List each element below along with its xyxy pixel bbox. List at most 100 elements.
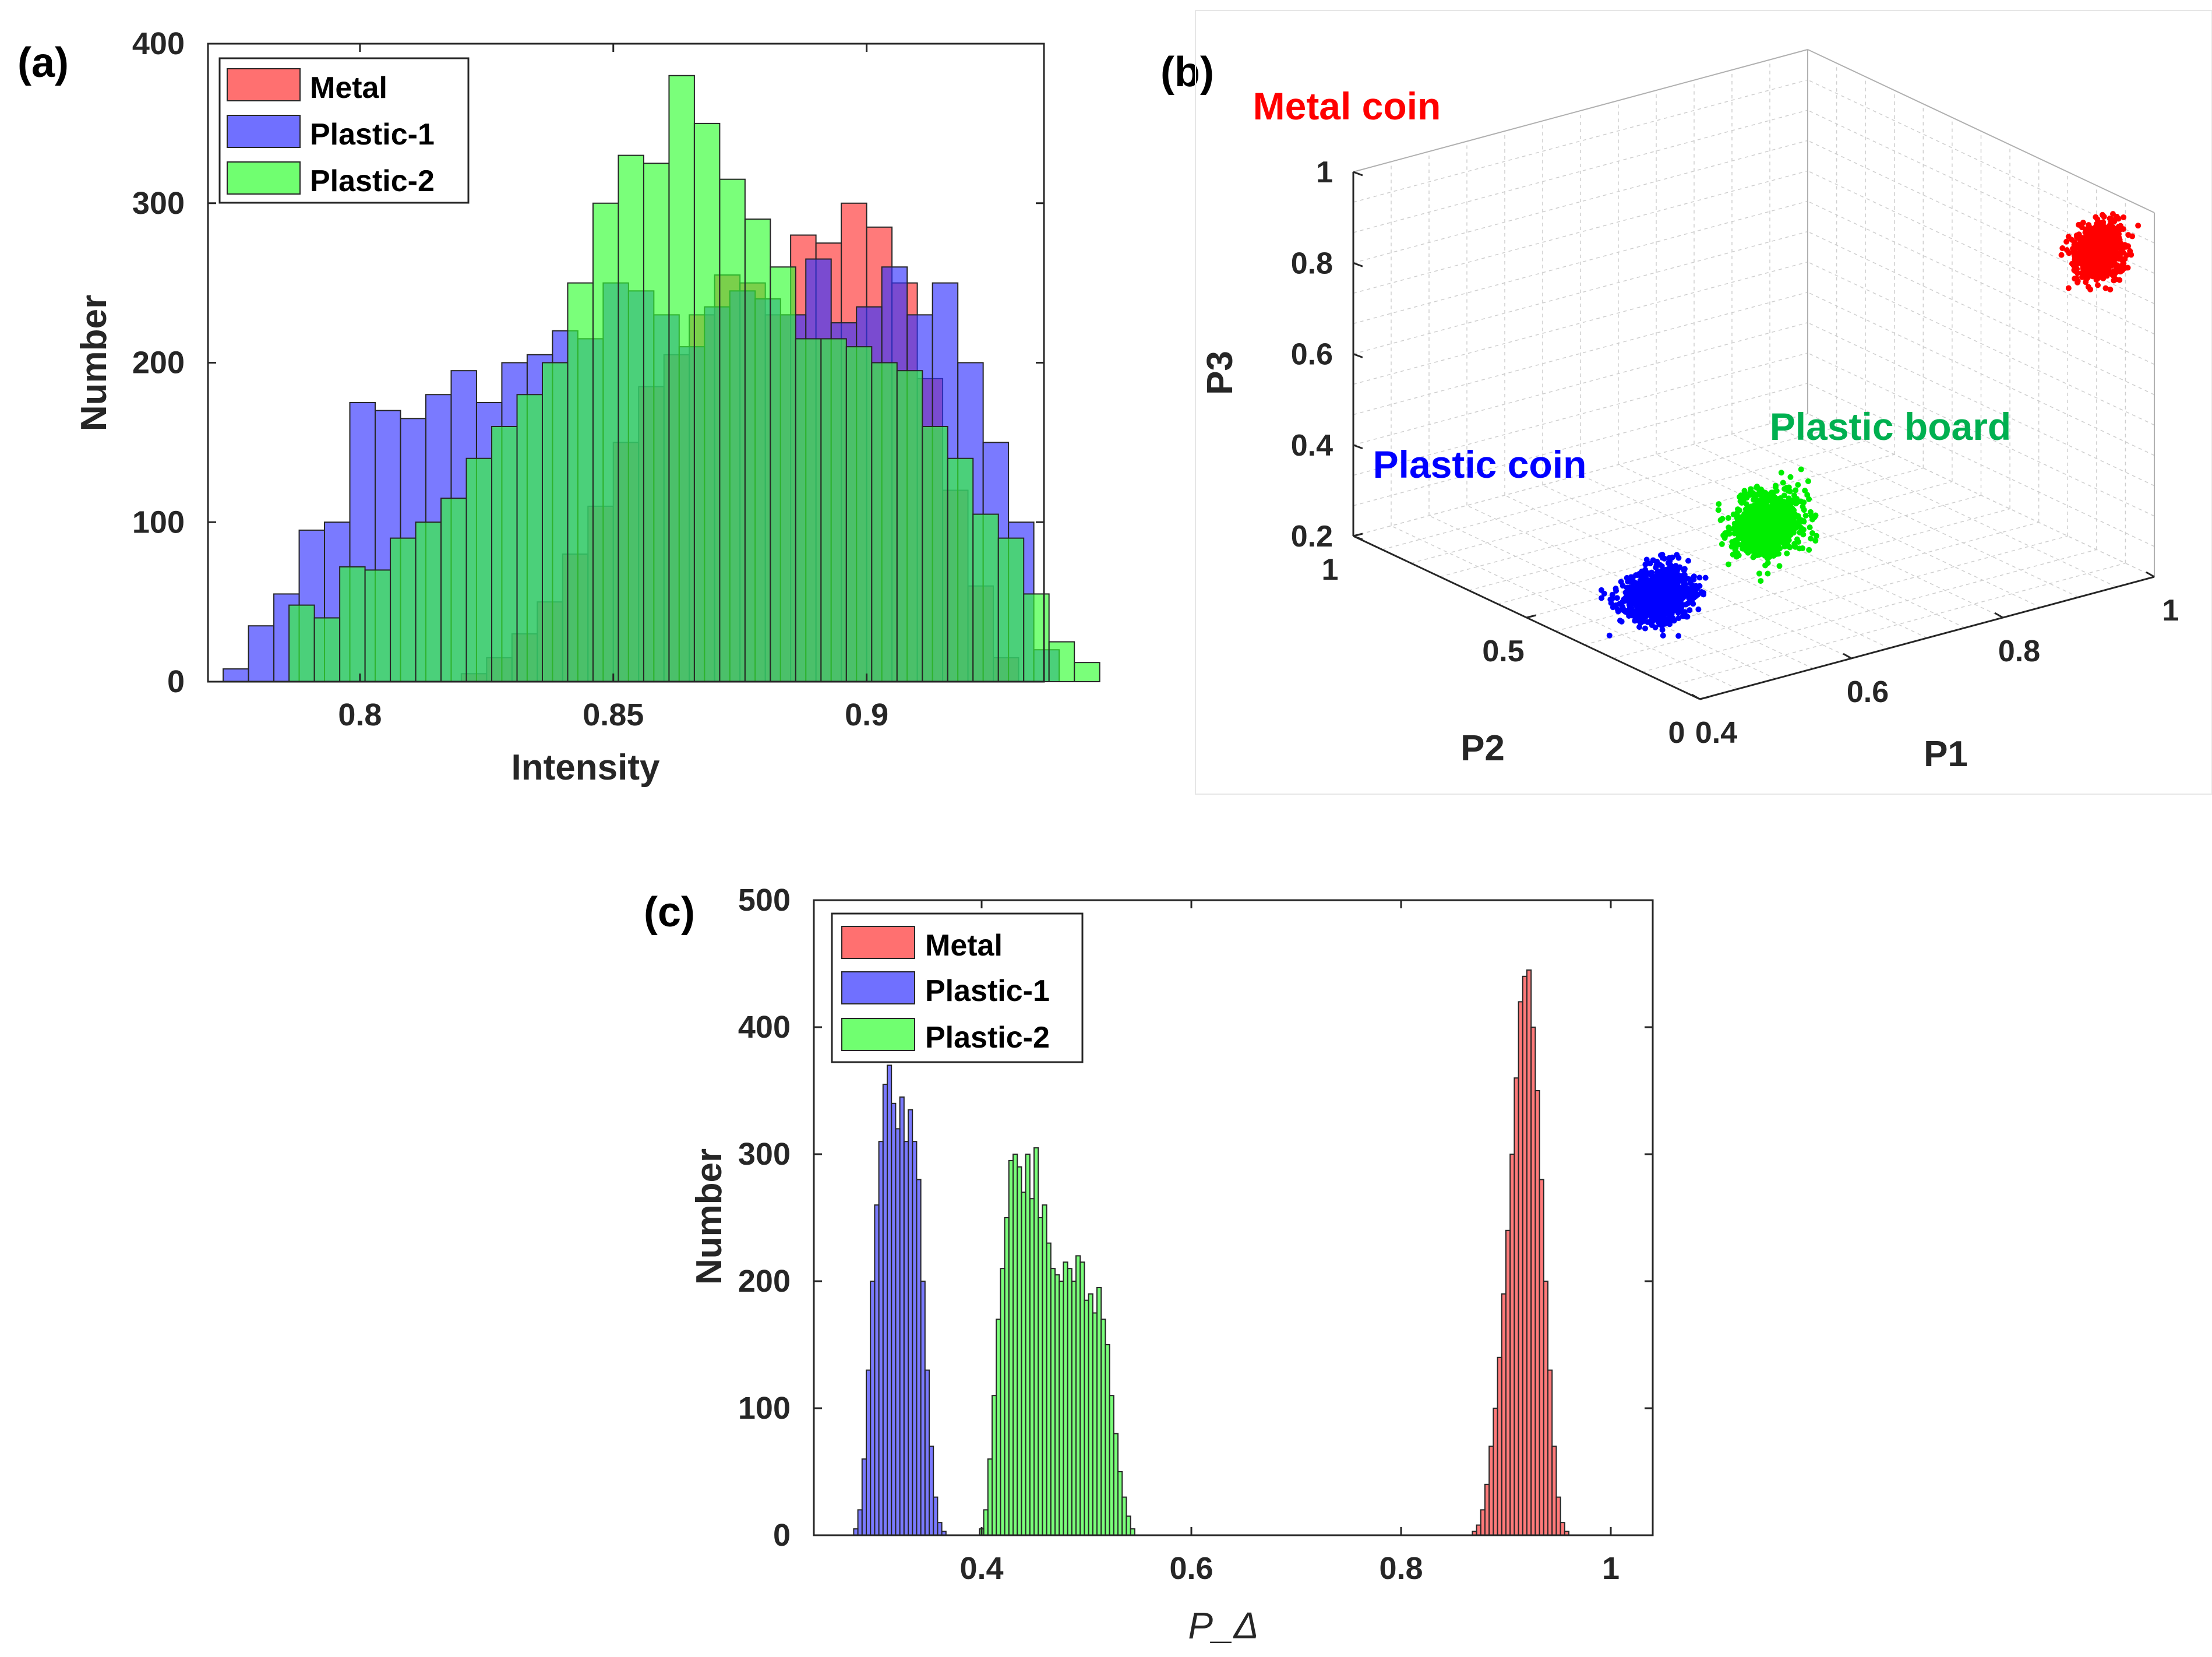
annotation-metal-coin: Metal coin xyxy=(1253,84,1441,128)
panel-a-bars xyxy=(223,75,1100,683)
panel-c-bar-plastic-1 xyxy=(933,1496,939,1536)
panel-c-bar-plastic-2 xyxy=(983,1509,989,1536)
panel-b-point-plastic-board xyxy=(1794,520,1801,526)
panel-c-bar-plastic-1 xyxy=(903,1141,909,1536)
panel-b-ztick-label: 1 xyxy=(1316,156,1333,189)
panel-c-bar-plastic-1 xyxy=(882,1084,888,1536)
panel-b-point-plastic-coin xyxy=(1610,604,1616,611)
panel-a-bar-plastic-2 xyxy=(693,122,721,682)
panel-b-point-plastic-coin xyxy=(1659,576,1665,582)
panel-b-point-plastic-board xyxy=(1771,519,1777,526)
panel-c-ylabel: Number xyxy=(689,1148,729,1285)
panel-b-point-metal-coin xyxy=(2101,243,2107,249)
panel-b-point-plastic-board xyxy=(1721,532,1728,538)
panel-b-point-metal-coin xyxy=(2109,216,2115,223)
panel-b-point-plastic-coin xyxy=(1629,574,1635,580)
panel-c-bar-plastic-2 xyxy=(1008,1159,1014,1536)
panel-b-point-plastic-coin xyxy=(1606,632,1613,639)
panel-b-point-metal-coin xyxy=(2116,251,2122,257)
panel-c-bar-plastic-1 xyxy=(887,1064,892,1536)
panel-c-legend: Metal Plastic-1 Plastic-2 xyxy=(831,912,1084,1063)
panel-b-point-plastic-coin xyxy=(1664,573,1671,579)
panel-b-point-metal-coin xyxy=(2094,266,2100,273)
panel-b-point-plastic-board xyxy=(1763,516,1770,522)
panel-b-point-plastic-board xyxy=(1783,485,1790,491)
panel-c-bar-plastic-2 xyxy=(1067,1268,1073,1536)
panel-b-point-plastic-board xyxy=(1785,542,1791,549)
panel-b-point-plastic-coin xyxy=(1668,614,1674,621)
panel-b-point-plastic-board xyxy=(1750,490,1756,496)
panel-b-ztick xyxy=(1353,444,1363,450)
panel-c-bar-plastic-2 xyxy=(1113,1433,1119,1536)
panel-b-point-plastic-board xyxy=(1775,543,1781,549)
panel-b-point-plastic-board xyxy=(1802,488,1808,494)
panel-b-point-metal-coin xyxy=(2097,223,2103,230)
panel-b-x-axis-line xyxy=(1699,576,2155,700)
panel-b-point-metal-coin xyxy=(2075,279,2081,285)
panel-b-point-plastic-coin xyxy=(1668,587,1675,594)
panel-b-point-plastic-board xyxy=(1745,549,1751,556)
panel-b-point-plastic-coin xyxy=(1644,587,1650,593)
panel-b-point-plastic-board xyxy=(1750,509,1756,515)
panel-b-point-plastic-board xyxy=(1765,570,1771,577)
panel-b-point-plastic-board xyxy=(1758,578,1764,584)
panel-c-bar-plastic-1 xyxy=(861,1458,867,1536)
panel-c-bar-plastic-2 xyxy=(1117,1471,1123,1536)
panel-c-bar-plastic-1 xyxy=(929,1446,934,1536)
panel-b-grid-line xyxy=(1353,110,1808,233)
panel-b-point-plastic-board xyxy=(1786,495,1792,502)
panel-c-xtick-label: 1 xyxy=(1602,1551,1620,1586)
panel-b-point-plastic-board xyxy=(1752,544,1759,551)
panel-b-point-plastic-coin xyxy=(1686,595,1692,601)
panel-b-point-metal-coin xyxy=(2135,223,2142,229)
panel-b-point-metal-coin xyxy=(2098,228,2105,235)
panel-b-grid-line xyxy=(1807,200,2155,365)
legend-label-plastic-2: Plastic-2 xyxy=(925,1021,1050,1055)
panel-b-point-plastic-board xyxy=(1761,544,1767,551)
panel-b-point-metal-coin xyxy=(2095,272,2102,278)
panel-b-point-plastic-board xyxy=(1756,486,1762,492)
panel-c-bar-plastic-1 xyxy=(857,1509,863,1536)
panel-b-grid-line xyxy=(1353,79,1808,203)
panel-c-bar-plastic-2 xyxy=(1126,1515,1131,1536)
panel-b-point-plastic-coin xyxy=(1671,576,1678,583)
panel-b-point-plastic-board xyxy=(1793,500,1799,507)
panel-b-point-plastic-coin xyxy=(1620,583,1626,589)
panel-b-point-plastic-board xyxy=(1780,480,1786,486)
panel-a-bar-plastic-2 xyxy=(719,178,746,682)
panel-c-bar-plastic-2 xyxy=(1109,1395,1114,1536)
panel-b-point-plastic-board xyxy=(1717,517,1724,523)
panel-a-xtick-label: 0.85 xyxy=(583,697,644,732)
panel-b-point-metal-coin xyxy=(2079,270,2085,276)
legend-swatch-plastic-2 xyxy=(841,1018,915,1051)
panel-b-point-metal-coin xyxy=(2063,247,2070,253)
panel-a-xtick-label: 0.8 xyxy=(338,697,382,732)
panel-b-point-plastic-coin xyxy=(1698,589,1705,595)
panel-c-bar-plastic-1 xyxy=(853,1528,859,1536)
panel-b-point-metal-coin xyxy=(2080,220,2086,226)
panel-b-point-plastic-coin xyxy=(1652,578,1658,584)
panel-c-bar-plastic-2 xyxy=(1071,1281,1077,1536)
panel-b-point-plastic-coin xyxy=(1674,566,1681,573)
panel-c-bar-plastic-2 xyxy=(1004,1217,1010,1536)
panel-b-point-plastic-coin xyxy=(1643,581,1649,587)
panel-b-grid-line xyxy=(1391,525,1738,690)
panel-b-grid-line xyxy=(1807,231,2155,396)
panel-b-point-plastic-coin xyxy=(1649,622,1655,628)
panel-c-bar-plastic-2 xyxy=(1121,1496,1127,1536)
panel-b-point-plastic-board xyxy=(1773,488,1780,494)
panel-a-bar-plastic-2 xyxy=(820,338,847,682)
panel-b-point-plastic-board xyxy=(1785,508,1791,514)
panel-c-bar-metal xyxy=(1543,1281,1549,1536)
panel-c-xlabel: P_Δ xyxy=(1188,1605,1258,1647)
panel-a-xlabel: Intensity xyxy=(511,748,660,788)
panel-b-point-plastic-coin xyxy=(1675,609,1681,616)
panel-b-grid-line xyxy=(1613,535,2068,659)
panel-b-point-metal-coin xyxy=(2119,258,2126,265)
panel-c-bar-plastic-2 xyxy=(992,1395,997,1536)
panel-a-legend: Metal Plastic-1 Plastic-2 xyxy=(218,57,470,204)
panel-b-point-plastic-board xyxy=(1808,535,1814,542)
panel-b-point-plastic-coin xyxy=(1664,585,1670,591)
panel-c-axes-box xyxy=(813,899,1654,1536)
panel-c-bar-plastic-2 xyxy=(1100,1318,1106,1536)
